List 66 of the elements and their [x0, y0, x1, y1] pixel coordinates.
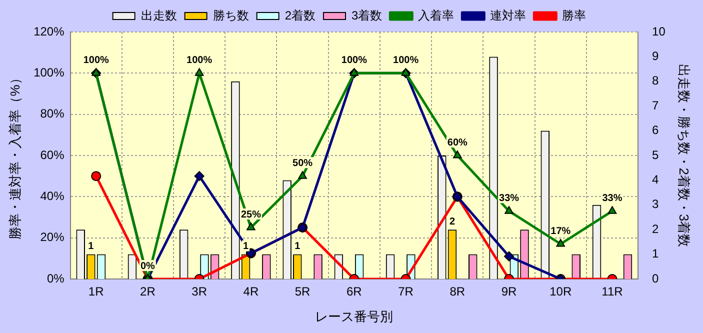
y-tick-label: 80%: [40, 106, 65, 121]
data-label: 100%: [186, 54, 212, 66]
legend-label: 2着数: [284, 8, 316, 22]
data-label: 1: [88, 241, 94, 252]
data-label: 100%: [392, 54, 419, 66]
legend-label: 連対率: [490, 8, 526, 22]
point: [504, 206, 514, 214]
y2-tick-label: 1: [652, 246, 660, 261]
point: [91, 171, 102, 182]
y2-tick-label: 8: [652, 74, 660, 88]
legend-label: 入着率: [418, 8, 454, 22]
point: [350, 68, 359, 76]
y-tick-label: 120%: [34, 24, 65, 38]
data-label: 17%: [550, 226, 571, 237]
y2-tick-label: 3: [652, 197, 660, 212]
x-tick-label: 5R: [294, 284, 311, 299]
x-tick-label: 11R: [602, 284, 624, 299]
data-label: 60%: [447, 137, 468, 148]
y2-tick-label: 4: [652, 172, 660, 187]
x-tick-label: 1R: [88, 284, 104, 299]
point: [194, 68, 204, 76]
data-label: 100%: [83, 54, 109, 66]
y2-tick-label: 6: [652, 123, 660, 138]
point: [92, 68, 100, 76]
legend-label: 勝率: [562, 8, 586, 22]
legend-label: 3着数: [352, 8, 382, 22]
y-tick-label: 40%: [40, 188, 65, 203]
legend-label: 勝ち数: [212, 8, 249, 22]
data-label: 33%: [602, 192, 622, 204]
x-tick-label: 8R: [450, 284, 466, 299]
data-label: 25%: [240, 209, 262, 220]
data-label: 2: [449, 216, 456, 228]
data-label: 50%: [292, 158, 313, 169]
data-label: 100%: [341, 54, 368, 66]
x-tick-label: 6R: [346, 284, 362, 299]
x-axis-title: レース番号別: [315, 308, 394, 324]
point: [608, 206, 617, 214]
x-tick-label: 3R: [192, 284, 208, 299]
x-tick-label: 4R: [243, 284, 259, 299]
x-tick-label: 9R: [501, 284, 518, 299]
point: [401, 68, 410, 76]
y2-tick-label: 2: [652, 222, 660, 236]
y2-tick-label: 9: [652, 49, 660, 64]
x-tick-label: 2R: [140, 284, 156, 299]
data-label: 0%: [140, 260, 156, 272]
y2-tick-label: 7: [652, 98, 660, 112]
legend-label: 出走数: [140, 8, 177, 22]
y2-axis-title: 出走数・勝ち数・2着数・3着数: [676, 64, 692, 248]
point: [556, 239, 566, 247]
point: [298, 171, 307, 179]
y2-tick-label: 0: [652, 271, 660, 286]
y-tick-label: 100%: [34, 65, 65, 80]
y2-tick-label: 10: [652, 24, 666, 38]
point: [194, 171, 204, 182]
data-label: 33%: [499, 192, 520, 204]
y-tick-label: 20%: [40, 230, 65, 244]
y-tick-label: 60%: [40, 148, 65, 162]
point: [246, 222, 256, 230]
y2-tick-label: 5: [652, 148, 660, 162]
point: [453, 150, 462, 158]
y-tick-label: 0%: [46, 271, 65, 286]
data-label: 1: [294, 241, 301, 252]
x-tick-label: 10R: [550, 284, 572, 299]
x-tick-label: 7R: [398, 284, 414, 299]
y-axis-title: 勝率・連対率・入着率（%）: [7, 72, 22, 240]
data-label: 1: [243, 241, 249, 252]
